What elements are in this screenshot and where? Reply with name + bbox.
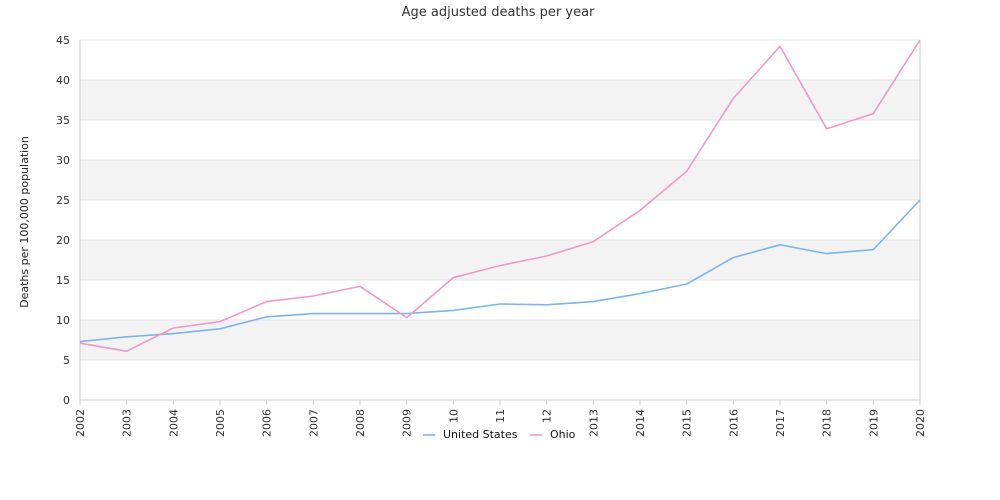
y-tick-label: 15 — [56, 274, 70, 287]
x-tick-label: 2013 — [587, 409, 600, 437]
grid-lines — [80, 39, 920, 401]
y-tick-label: 40 — [56, 74, 70, 87]
grid-band — [80, 160, 920, 200]
y-axis-ticks: 0 5 10 15 20 25 30 35 40 45 — [56, 34, 70, 407]
x-tick-label: 2018 — [821, 409, 834, 437]
grid-bands — [80, 80, 920, 360]
x-tick-label: 11 — [494, 409, 507, 423]
x-tick-label: 2014 — [634, 409, 647, 437]
axes — [79, 40, 921, 401]
y-tick-label: 25 — [56, 194, 70, 207]
y-tick-label: 35 — [56, 114, 70, 127]
y-tick-label: 5 — [63, 354, 70, 367]
x-tick-label: 2019 — [867, 409, 880, 437]
x-axis-ticks: 2002 2003 2004 2005 2006 2007 2008 2009 10 11 12 20… — [74, 400, 927, 437]
x-tick-label: 2008 — [354, 409, 367, 437]
y-tick-label: 0 — [63, 394, 70, 407]
legend-item-united-states[interactable]: United States — [423, 428, 518, 441]
x-tick-label: 2017 — [774, 409, 787, 437]
x-tick-label: 2020 — [914, 409, 927, 437]
y-tick-label: 20 — [56, 234, 70, 247]
x-tick-label: 10 — [447, 409, 460, 423]
legend[interactable]: United States Ohio — [423, 428, 576, 441]
series-lines — [79, 39, 921, 353]
x-tick-label: 2002 — [74, 409, 87, 437]
grid-band — [80, 80, 920, 120]
legend-label: Ohio — [550, 428, 576, 441]
y-tick-label: 10 — [56, 314, 70, 327]
x-tick-label: 2005 — [214, 409, 227, 437]
y-tick-label: 30 — [56, 154, 70, 167]
series-line-united-states — [79, 199, 921, 343]
grid-band — [80, 320, 920, 360]
grid-band — [80, 240, 920, 280]
chart-title: Age adjusted deaths per year — [402, 5, 595, 20]
x-tick-label: 2007 — [307, 409, 320, 437]
legend-label: United States — [443, 428, 518, 441]
x-tick-label: 2006 — [261, 409, 274, 437]
x-tick-label: 2016 — [727, 409, 740, 437]
x-tick-label: 2009 — [401, 409, 414, 437]
x-tick-label: 2003 — [121, 409, 134, 437]
series-line-ohio — [79, 39, 921, 353]
y-tick-label: 45 — [56, 34, 70, 47]
legend-item-ohio[interactable]: Ohio — [530, 428, 576, 441]
x-tick-label: 2004 — [167, 409, 180, 437]
x-tick-label: 2015 — [681, 409, 694, 437]
x-tick-label: 12 — [541, 409, 554, 423]
y-axis-label: Deaths per 100,000 population — [18, 136, 31, 308]
